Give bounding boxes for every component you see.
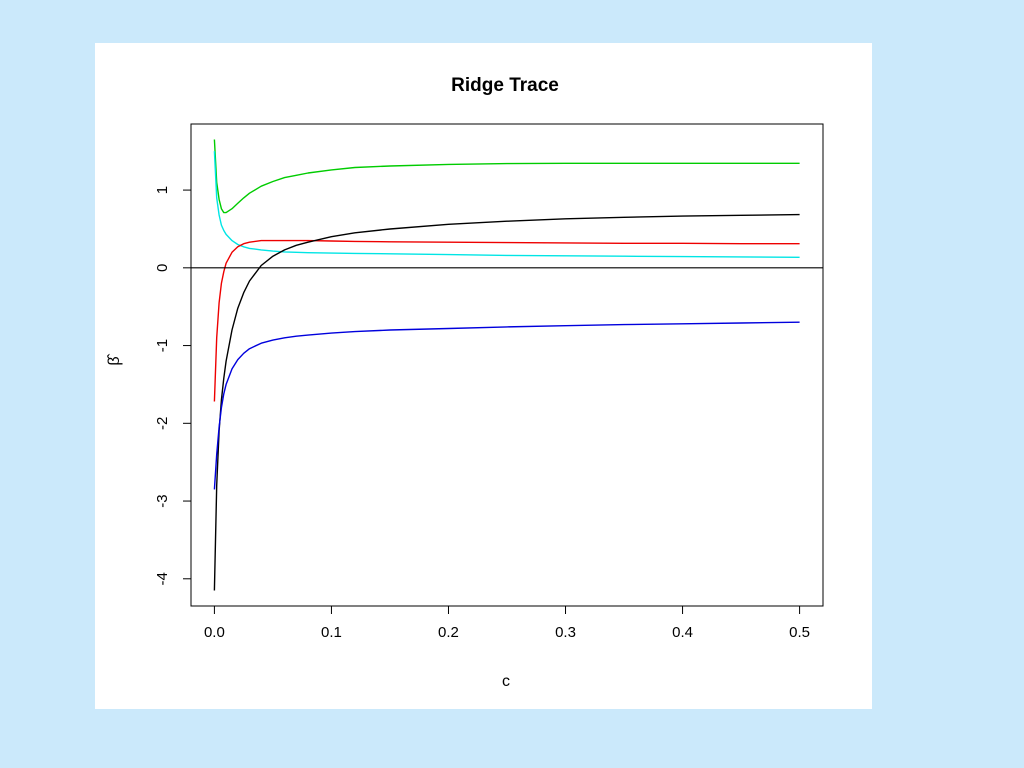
- y-tick-label-1: -3: [154, 494, 171, 507]
- y-tick-label-2: -2: [154, 417, 171, 430]
- series-layer: [213, 139, 800, 591]
- x-tick-label-5: 0.5: [789, 624, 810, 641]
- series-line-4: [213, 213, 800, 591]
- x-tick-label-3: 0.3: [555, 624, 576, 641]
- series-line-2: [213, 151, 800, 258]
- x-tick-label-4: 0.4: [672, 624, 693, 641]
- y-tick-label-5: 1: [154, 186, 171, 194]
- x-tick-label-2: 0.2: [438, 624, 459, 641]
- ridge-trace-chart: Ridge Trace 0.0 0.1 0.2 0.3 0.4 0.5 -4 -3 -2 -1 0 1…: [106, 75, 824, 690]
- series-line-3: [213, 239, 800, 402]
- y-tick-label-0: -4: [154, 572, 171, 585]
- y-axis-label: β̂: [106, 353, 123, 365]
- plot-panel: Ridge Trace 0.0 0.1 0.2 0.3 0.4 0.5 -4 -3 -2 -1 0 1…: [95, 43, 872, 709]
- y-tick-label-3: -1: [154, 339, 171, 352]
- series-line-5: [213, 321, 800, 490]
- x-tick-label-0: 0.0: [204, 624, 225, 641]
- plot-frame: [190, 123, 824, 607]
- axes-layer: 0.0 0.1 0.2 0.3 0.4 0.5 -4 -3 -2 -1 0 1: [154, 186, 823, 641]
- series-line-1: [213, 139, 800, 214]
- x-tick-label-1: 0.1: [321, 624, 342, 641]
- chart-title: Ridge Trace: [451, 75, 559, 96]
- x-axis-label: c: [502, 673, 510, 690]
- y-tick-label-4: 0: [154, 264, 171, 272]
